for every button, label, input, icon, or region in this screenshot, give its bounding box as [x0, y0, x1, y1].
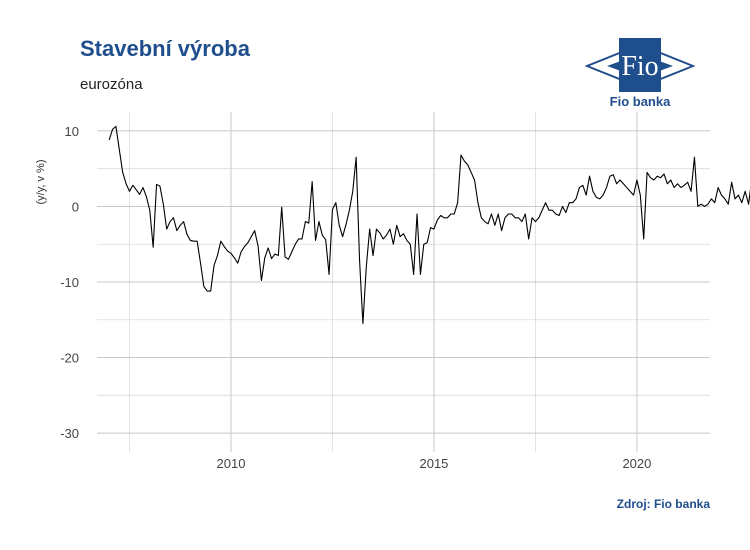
x-tick-label: 2010 [217, 456, 246, 471]
chart-subtitle: eurozóna [80, 76, 143, 93]
fio-logo: Fio Fio banka [584, 36, 696, 116]
x-tick-label: 2015 [419, 456, 448, 471]
chart-title: Stavební výroba [80, 36, 250, 61]
y-axis-ticks: 10 0 -10 -20 -30 [60, 124, 79, 441]
y-tick-label: -30 [60, 426, 79, 441]
logo-caption: Fio banka [609, 94, 671, 109]
x-tick-label: 2020 [622, 456, 651, 471]
series-line [108, 125, 750, 325]
y-tick-label: -10 [60, 275, 79, 290]
y-tick-label: -20 [60, 351, 79, 366]
logo-emblem-text: Fio [621, 51, 658, 82]
y-tick-label: 10 [65, 124, 79, 139]
grid-major [97, 112, 710, 452]
y-tick-label: 0 [72, 199, 79, 214]
x-axis-ticks: 2010 2015 2020 [217, 456, 652, 471]
source-note: Zdroj: Fio banka [616, 497, 710, 511]
fio-emblem-icon: Fio [584, 38, 696, 92]
y-axis-label: (y/y, v %) [35, 159, 47, 204]
